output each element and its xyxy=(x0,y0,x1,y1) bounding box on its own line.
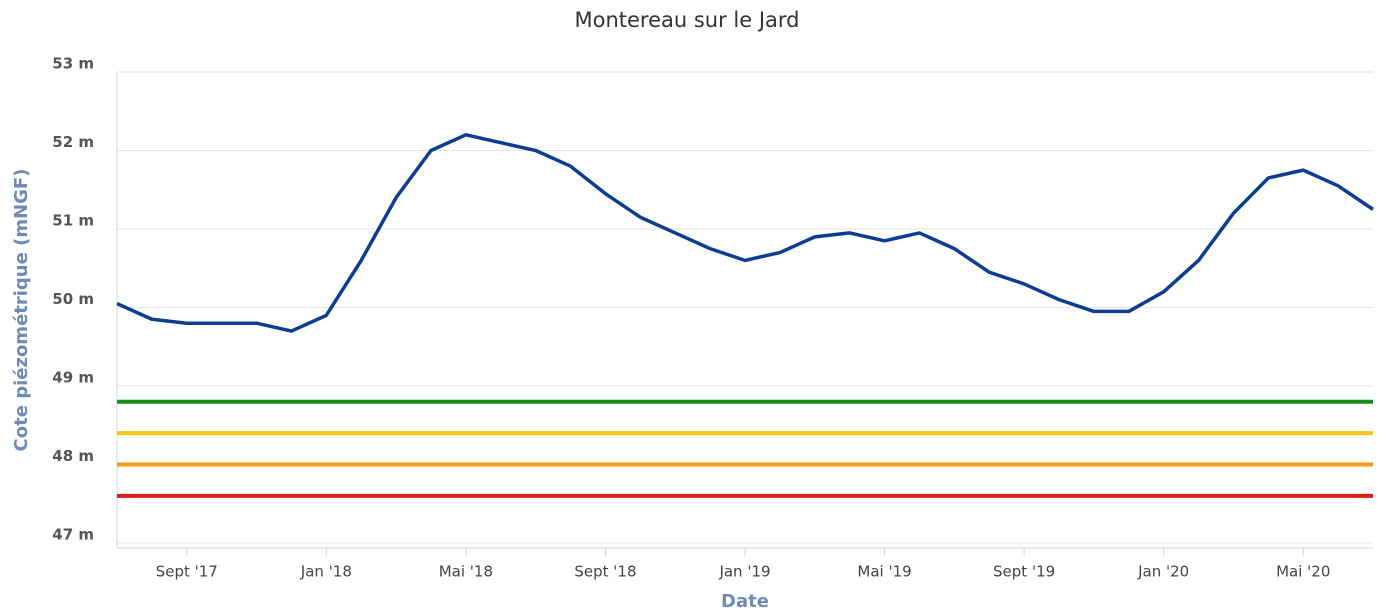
y-tick-label: 48 m xyxy=(52,447,94,465)
x-tick-label: Jan '18 xyxy=(300,563,352,581)
x-tick-label: Mai '18 xyxy=(439,563,493,581)
x-axis-label: Date xyxy=(721,591,769,612)
y-tick-label: 51 m xyxy=(52,212,94,230)
x-tick-label: Sept '19 xyxy=(993,563,1055,581)
y-tick-label: 53 m xyxy=(52,55,94,73)
x-tick-label: Mai '20 xyxy=(1276,563,1330,581)
chart-title: Montereau sur le Jard xyxy=(574,8,799,32)
x-tick-label: Mai '19 xyxy=(857,563,911,581)
y-tick-label: 52 m xyxy=(52,133,94,151)
y-axis-label: Cote piézométrique (mNGF) xyxy=(11,169,32,452)
x-tick-label: Sept '18 xyxy=(574,563,636,581)
x-tick-label: Jan '19 xyxy=(718,563,770,581)
data-line xyxy=(116,133,1374,333)
y-tick-label: 50 m xyxy=(52,290,94,308)
y-tick-label: 47 m xyxy=(52,526,94,544)
x-tick-label: Jan '20 xyxy=(1137,563,1189,581)
x-tick-label: Sept '17 xyxy=(156,563,218,581)
y-tick-label: 49 m xyxy=(52,369,94,387)
